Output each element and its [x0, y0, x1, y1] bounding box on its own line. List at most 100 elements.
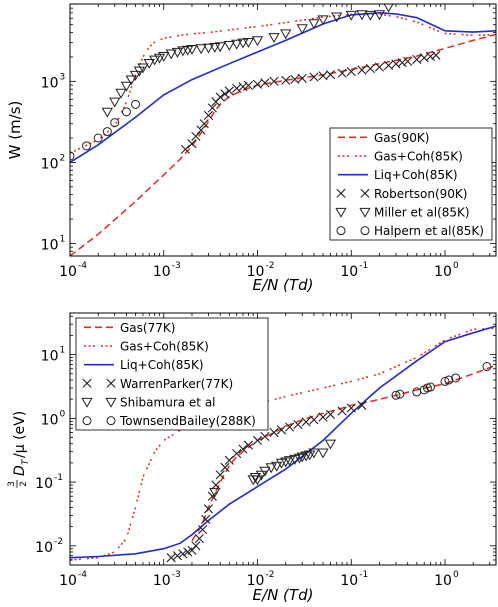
bottom-legend-label: WarrenParker(77K) — [120, 377, 233, 391]
top-data-point — [171, 47, 184, 58]
top-data-point — [373, 10, 386, 21]
top-data-point — [224, 86, 234, 96]
bottom-x-tick-label: 10 — [434, 573, 452, 589]
bottom-data-point — [265, 463, 277, 474]
bottom-legend-item: Liq+Coh(85K) — [84, 358, 204, 372]
top-legend-marker — [359, 207, 371, 218]
top-y-tick-label: 10 — [41, 75, 59, 91]
top-y-tick-exponent: 3 — [60, 72, 66, 82]
bottom-y-axis-label: 3 2 D T /μ (eV) — [7, 411, 31, 488]
bottom-legend-marker — [82, 416, 92, 426]
svg-text:/μ (eV): /μ (eV) — [12, 411, 28, 458]
bottom-x-tick-exponent: -4 — [78, 570, 87, 580]
top-data-point — [220, 89, 230, 99]
bottom-data-point — [293, 453, 306, 464]
bottom-data-point — [211, 480, 221, 490]
top-y-axis-label: W (m/s) — [6, 101, 24, 160]
bottom-x-tick-exponent: -1 — [359, 570, 368, 580]
top-data-point — [269, 76, 279, 86]
top-data-point — [158, 51, 170, 62]
top-data-point — [70, 151, 75, 161]
bottom-data-point — [191, 541, 201, 551]
top-legend-label: Liq+Coh(85K) — [374, 168, 458, 182]
bottom-data-point — [178, 549, 188, 559]
top-x-tick-exponent: -2 — [265, 261, 274, 271]
bottom-series-5 — [391, 362, 492, 400]
top-legend-item: Gas(90K) — [338, 131, 429, 145]
top-data-point — [383, 60, 394, 71]
bottom-tick-labels: 10 -4 10 -3 10 -2 10 -1 10 010 -210 -110 010 1 — [35, 346, 459, 589]
bottom-data-point — [317, 448, 329, 459]
bottom-data-point — [243, 440, 254, 450]
bottom-legend-box — [75, 317, 269, 431]
top-legend-marker — [335, 207, 347, 218]
bottom-y-tick-exponent: -1 — [54, 473, 63, 483]
top-data-point — [346, 66, 356, 77]
bottom-data-point — [166, 553, 176, 563]
bottom-data-point — [224, 455, 234, 465]
top-data-point — [165, 49, 177, 60]
top-data-point — [237, 38, 249, 49]
bottom-data-point — [207, 491, 217, 501]
bottom-data-point — [201, 514, 211, 524]
top-data-point — [419, 53, 429, 63]
bottom-data-point — [395, 389, 405, 399]
top-data-point — [356, 10, 368, 21]
bottom-data-point — [440, 376, 450, 386]
top-data-point — [133, 66, 146, 77]
top-x-tick-label: 10 — [153, 264, 171, 280]
bottom-legend-item: TownsendBailey(288K) — [82, 414, 256, 428]
top-data-point — [186, 44, 198, 55]
top-x-tick-label: 10 — [340, 264, 358, 280]
bottom-x-tick-exponent: -2 — [265, 570, 274, 580]
bottom-series-line-0 — [191, 364, 496, 542]
top-data-point — [199, 119, 209, 129]
top-data-point — [101, 107, 113, 118]
bottom-legend-item: Gas(77K) — [84, 321, 175, 335]
bottom-data-point — [232, 449, 242, 459]
top-legend-marker — [360, 226, 370, 236]
top-data-point — [345, 10, 357, 21]
top-data-point — [203, 110, 214, 120]
bottom-y-tick-label: 10 — [41, 349, 59, 365]
top-data-point — [109, 97, 121, 108]
bottom-data-point — [252, 435, 263, 446]
bottom-series-line-2 — [70, 325, 496, 559]
svg-text:T: T — [21, 458, 31, 465]
top-series-3 — [180, 50, 441, 154]
top-data-point — [268, 33, 280, 44]
top-data-point — [383, 4, 394, 13]
bottom-data-point — [270, 461, 283, 472]
bottom-x-tick-label: 10 — [59, 573, 77, 589]
top-data-point — [357, 65, 367, 75]
top-ticks — [69, 3, 496, 257]
bottom-data-point — [275, 458, 288, 469]
top-data-point — [223, 40, 235, 51]
top-data-point — [196, 125, 206, 135]
bottom-legend: Gas(77K) Gas+Coh(85K) Liq+Coh(85K) WarrenPa… — [75, 317, 269, 431]
top-data-point — [120, 81, 133, 92]
top-data-point — [431, 50, 441, 60]
top-data-point — [191, 131, 201, 141]
top-data-point — [412, 54, 422, 65]
top-data-point — [238, 82, 248, 92]
top-data-point — [331, 12, 343, 23]
top-x-tick-exponent: -3 — [172, 261, 181, 271]
top-data-point — [252, 79, 263, 89]
top-x-tick-exponent: 0 — [453, 261, 459, 271]
top-y-tick-label: 10 — [41, 156, 59, 172]
bottom-data-point — [259, 466, 271, 477]
bottom-legend-marker — [81, 397, 93, 408]
top-legend-item: Liq+Coh(85K) — [338, 168, 458, 182]
top-axes-frame — [69, 3, 497, 257]
bottom-data-point — [220, 462, 230, 472]
top-data-point — [121, 107, 131, 117]
bottom-data-point — [425, 382, 435, 392]
bottom-legend-label: Gas+Coh(85K) — [120, 340, 209, 354]
bottom-legend-label: Gas(77K) — [120, 321, 175, 335]
bottom-series-4 — [209, 439, 337, 498]
bottom-x-axis-label: E/N (Td) — [253, 586, 314, 604]
